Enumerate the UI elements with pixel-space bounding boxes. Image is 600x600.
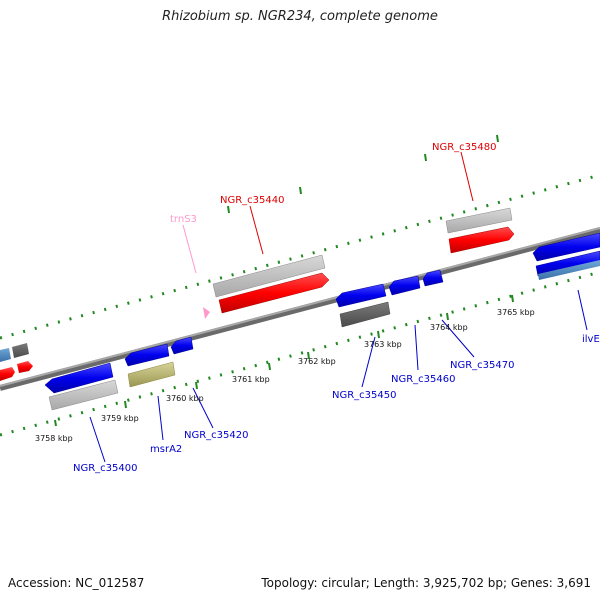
tick-label-3759: 3759 kbp <box>101 414 139 423</box>
tick-label-3762: 3762 kbp <box>298 357 336 366</box>
gene-label-ngr-c35460[interactable]: NGR_c35460 <box>391 374 456 385</box>
gene-label-ngr-c35400[interactable]: NGR_c35400 <box>73 463 138 474</box>
tick-track-lower <box>0 270 600 437</box>
gene-feature-left-red-1[interactable] <box>0 367 15 381</box>
gene-label-ngr-c35450[interactable]: NGR_c35450 <box>332 390 397 401</box>
tick-label-3758: 3758 kbp <box>35 434 73 443</box>
gene-feature-left-steel[interactable] <box>0 348 11 362</box>
gene-feature-left-dark[interactable] <box>12 343 29 358</box>
gene-feature-ngr-c35420[interactable] <box>170 336 194 355</box>
gene-feature-ngr-c35400[interactable] <box>44 362 114 394</box>
gene-label-ngr-c35420[interactable]: NGR_c35420 <box>184 430 249 441</box>
gene-feature-ngr-c35450-dark[interactable] <box>339 301 391 328</box>
gene-label-ngr-c35440[interactable]: NGR_c35440 <box>220 195 285 206</box>
gene-label-msra2[interactable]: msrA2 <box>150 444 182 455</box>
gene-feature-msra2-blue[interactable] <box>124 343 170 367</box>
gene-feature-ngr-c35440-gray[interactable] <box>212 254 326 298</box>
genome-summary-text: Topology: circular; Length: 3,925,702 bp… <box>261 576 591 590</box>
gene-feature-ngr-c35440[interactable] <box>218 272 330 314</box>
gene-feature-ilve[interactable] <box>535 250 600 280</box>
gene-feature-ilve-upper[interactable] <box>532 232 600 262</box>
gene-label-ngr-c35480[interactable]: NGR_c35480 <box>432 142 497 153</box>
tick-label-3760: 3760 kbp <box>166 394 204 403</box>
genome-backbone <box>0 227 600 391</box>
gene-label-ilve[interactable]: ilvE <box>582 334 600 345</box>
gene-label-trns3[interactable]: trnS3 <box>170 214 197 225</box>
tick-label-3763: 3763 kbp <box>364 340 402 349</box>
tick-label-3765: 3765 kbp <box>497 308 535 317</box>
gene-feature-ngr-c35450[interactable] <box>335 283 387 308</box>
tick-label-3764: 3764 kbp <box>430 323 468 332</box>
genome-title: Rhizobium sp. NGR234, complete genome <box>162 9 438 24</box>
gene-feature-ngr-c35400-gray[interactable] <box>48 379 119 411</box>
accession-text: Accession: NC_012587 <box>8 576 145 590</box>
gene-feature-ngr-c35460[interactable] <box>388 275 421 296</box>
label-leaders <box>89 151 588 463</box>
gene-feature-ngr-c35470[interactable] <box>422 269 444 287</box>
tick-label-3761: 3761 kbp <box>232 375 270 384</box>
gene-feature-ngr-c35480[interactable] <box>448 226 515 254</box>
gene-feature-ngr-c35480-gray[interactable] <box>445 207 513 234</box>
major-ticks <box>54 134 514 427</box>
gene-label-ngr-c35470[interactable]: NGR_c35470 <box>450 360 515 371</box>
gene-feature-trns3[interactable] <box>203 307 210 319</box>
gene-feature-msra2[interactable] <box>127 361 176 388</box>
gene-feature-left-red-2[interactable] <box>17 361 33 373</box>
